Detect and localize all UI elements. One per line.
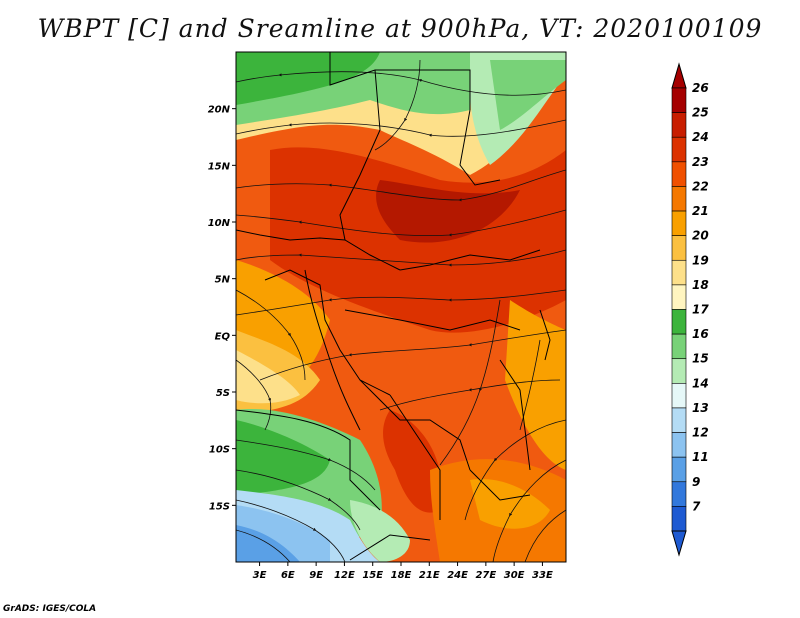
lat-tick-label: 5N xyxy=(215,275,231,286)
lat-tick-label: 10N xyxy=(208,218,231,229)
colorbar-label: 11 xyxy=(692,450,709,464)
colorbar-label: 17 xyxy=(692,303,709,317)
colorbar-swatch xyxy=(671,186,687,212)
lon-tick-label: 30E xyxy=(504,570,525,581)
lon-tick-label: 9E xyxy=(309,570,323,581)
colorbar-swatch xyxy=(671,235,687,261)
colorbar-label: 15 xyxy=(692,352,709,366)
lat-tick-label: 5S xyxy=(216,388,230,399)
lon-tick-label: 12E xyxy=(334,570,355,581)
chart-title: WBPT [C] and Sreamline at 900hPa, VT: 20… xyxy=(37,14,763,43)
colorbar-label: 20 xyxy=(692,229,709,243)
colorbar-label: 18 xyxy=(692,278,709,292)
colorbar: 26 25 24 23 22 21 20 19 18 17 16 15 14 13 12 11 9 7 xyxy=(671,62,709,557)
colorbar-label: 19 xyxy=(692,253,709,267)
colorbar-label: 13 xyxy=(692,401,709,415)
colorbar-swatch xyxy=(671,284,687,310)
colorbar-label: 16 xyxy=(692,327,709,341)
colorbar-swatch xyxy=(671,112,687,138)
lat-tick-label: EQ xyxy=(215,331,231,342)
colorbar-label: 12 xyxy=(692,426,709,440)
colorbar-label: 23 xyxy=(692,155,709,169)
colorbar-swatch xyxy=(671,259,687,286)
colorbar-swatch xyxy=(671,383,687,409)
colorbar-bottom-triangle xyxy=(671,530,687,557)
colorbar-swatch xyxy=(671,309,687,335)
colorbar-label: 24 xyxy=(692,130,709,144)
colorbar-swatch xyxy=(671,407,687,433)
colorbar-label: 25 xyxy=(692,106,709,120)
colorbar-top-triangle xyxy=(671,62,687,89)
lon-tick-label: 27E xyxy=(475,570,496,581)
lon-tick-label: 21E xyxy=(419,570,440,581)
lon-tick-label: 15E xyxy=(362,570,383,581)
colorbar-swatch xyxy=(671,136,687,163)
lat-tick-label: 15S xyxy=(209,501,230,512)
colorbar-swatch xyxy=(671,210,687,236)
colorbar-swatch xyxy=(671,358,687,384)
colorbar-swatch xyxy=(671,333,687,360)
lon-tick-label: 18E xyxy=(391,570,412,581)
colorbar-label: 14 xyxy=(692,376,709,390)
colorbar-label: 26 xyxy=(692,81,709,95)
streamlines xyxy=(236,59,566,562)
colorbar-swatch xyxy=(671,506,687,532)
lat-tick-label: 15N xyxy=(208,161,231,172)
colorbar-swatch xyxy=(671,161,687,187)
grads-credit: GrADS: IGES/COLA xyxy=(3,604,97,614)
lon-tick-label: 3E xyxy=(253,570,267,581)
colorbar-swatch xyxy=(671,432,687,458)
colorbar-swatch xyxy=(671,456,687,483)
latitude-axis: 20N 15N 10N 5N EQ 5S 10S 15S xyxy=(208,105,236,512)
lon-tick-label: 33E xyxy=(532,570,553,581)
colorbar-label: 22 xyxy=(692,179,709,193)
longitude-axis: 3E 6E 9E 12E 15E 18E 21E 24E 27E 30E 33E xyxy=(253,562,553,581)
lat-tick-label: 20N xyxy=(208,105,231,116)
lon-tick-label: 6E xyxy=(281,570,295,581)
colorbar-label: 7 xyxy=(692,499,701,513)
country-borders xyxy=(236,52,551,561)
colorbar-swatch xyxy=(671,87,687,113)
lat-tick-label: 10S xyxy=(209,445,230,456)
lon-tick-label: 24E xyxy=(447,570,468,581)
colorbar-label: 9 xyxy=(692,475,700,489)
colorbar-swatch xyxy=(671,481,687,507)
colorbar-label: 21 xyxy=(692,204,709,218)
